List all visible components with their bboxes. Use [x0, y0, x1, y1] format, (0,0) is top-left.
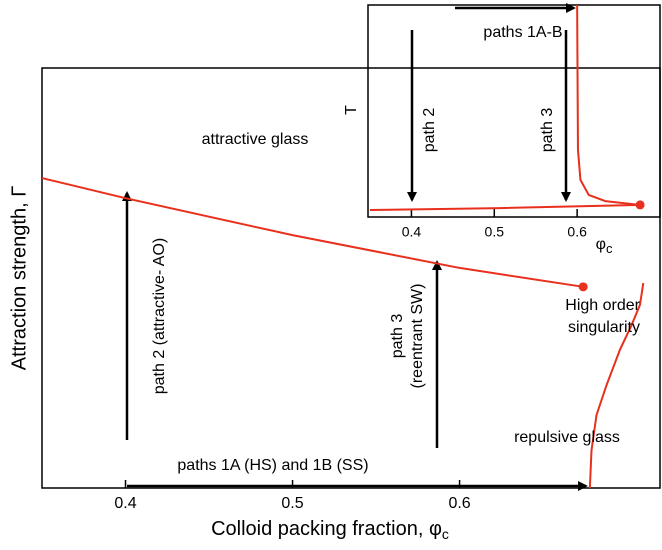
x-tick-label: 0.6 [448, 495, 470, 512]
x-axis-label-sub: c [606, 241, 613, 256]
annotation: path 2 [421, 108, 438, 153]
annotation: path 3 [539, 108, 556, 153]
plot-frame [41, 67, 661, 489]
curve [588, 282, 645, 489]
annotation: singularity [568, 319, 640, 336]
end-point [578, 282, 588, 292]
x-tick-label: 0.4 [114, 495, 136, 512]
curve [41, 177, 584, 288]
annotation: path 3 [389, 314, 406, 359]
annotation: attractive glass [202, 131, 309, 148]
annotation: (reentrant SW) [409, 284, 426, 389]
annotation: path 2 (attractive- AO) [151, 238, 168, 395]
x-tick-label: 0.5 [485, 224, 505, 240]
x-axis-label-text: φ [596, 236, 606, 253]
curve [576, 4, 641, 206]
annotation: paths 1A-B [483, 24, 562, 41]
annotation: repulsive glass [514, 429, 620, 446]
inset-frame [367, 4, 661, 218]
annotation: High order [565, 297, 640, 314]
x-axis-label: Colloid packing fraction, φc [211, 518, 449, 541]
x-axis-label-sub: c [442, 526, 449, 542]
x-axis-label-text: Colloid packing fraction, φ [211, 518, 442, 540]
y-axis-label: Attraction strength, Γ [8, 186, 30, 370]
x-tick-label: 0.4 [402, 224, 422, 240]
y-axis-label: T [343, 105, 360, 115]
x-tick-label: 0.6 [567, 224, 587, 240]
x-tick-label: 0.5 [281, 495, 303, 512]
x-axis-label: φc [596, 236, 613, 256]
annotation: paths 1A (HS) and 1B (SS) [177, 457, 368, 474]
curve [369, 203, 641, 212]
